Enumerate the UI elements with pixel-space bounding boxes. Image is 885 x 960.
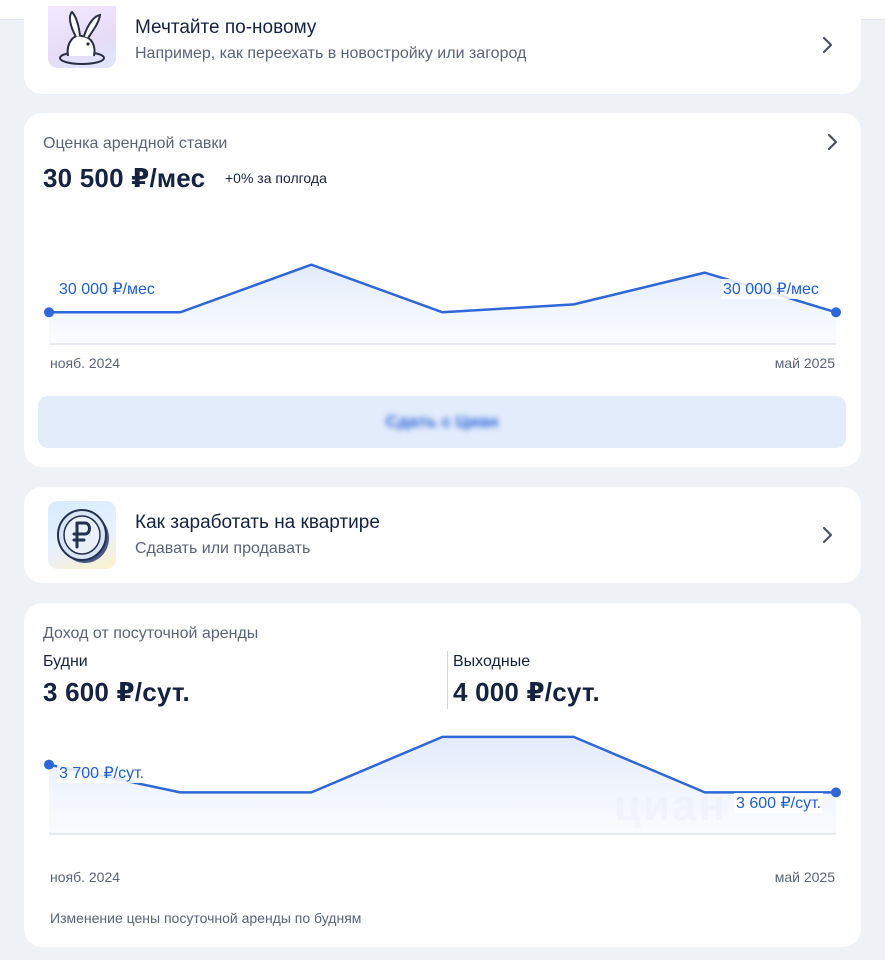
rent-chart-end-point [831,307,841,318]
weekends-value: 4 000 ₽/сут. [453,677,600,707]
rent-estimate-value: 30 500 ₽/мес [43,163,206,193]
promo-texts: Мечтайте по-новому Например, как перееха… [135,15,837,66]
rent-estimate-card: Оценка арендной ставки 30 500 ₽/мес +0% … [24,113,861,467]
rent-chart-line [49,263,837,314]
rent-x-start: нояб. 2024 [50,355,121,371]
daily-x-end: май 2025 [774,869,835,885]
daily-x-start: нояб. 2024 [50,869,121,885]
promo-subtitle: Например, как переехать в новостройку ил… [135,44,527,62]
rent-out-button-label: Сдать с Циан [385,412,499,431]
rent-x-end: май 2025 [774,355,835,371]
daily-income-card: Доход от посуточной аренды Будни 3 600 ₽… [24,603,861,947]
daily-chart-line [48,735,836,794]
rent-out-button[interactable]: Сдать с Циан [38,396,846,448]
chevron-right-icon [817,35,837,55]
daily-income-label: Доход от посуточной аренды [43,625,259,642]
rent-chart-area [49,264,836,344]
rent-end-label: 30 000 ₽/мес [721,279,821,299]
promo-title: Как заработать на квартире [135,511,380,533]
weekdays-value: 3 600 ₽/сут. [43,677,190,707]
daily-chart-start-point [44,759,54,770]
promo-texts: Как заработать на квартире Сдавать или п… [135,510,837,561]
promo-card-dream[interactable]: Мечтайте по-новому Например, как перееха… [24,0,861,94]
chevron-right-icon[interactable] [822,132,842,152]
rent-chart-start-point [44,307,54,318]
column-divider [447,651,448,709]
daily-chart-end-point [831,787,841,798]
bunny-icon [48,6,116,68]
chevron-right-icon [817,525,837,545]
rent-estimate-label: Оценка арендной ставки [43,135,228,152]
promo-subtitle: Сдавать или продавать [135,539,311,557]
rent-estimate-change: +0% за полгода [225,170,327,186]
daily-income-chart [44,735,841,835]
weekends-label: Выходные [453,653,531,670]
daily-footnote: Изменение цены посуточной аренды по будн… [50,910,362,926]
daily-start-label: 3 700 ₽/сут. [57,763,147,783]
promo-card-earn[interactable]: Как заработать на квартире Сдавать или п… [24,487,861,583]
daily-end-label: 3 600 ₽/сут. [734,793,824,813]
promo-title: Мечтайте по-новому [135,16,317,38]
ruble-coin-icon [48,501,116,569]
rent-chart [44,263,841,345]
daily-chart-area [49,736,836,834]
weekdays-label: Будни [43,653,88,670]
rent-start-label: 30 000 ₽/мес [57,279,157,299]
